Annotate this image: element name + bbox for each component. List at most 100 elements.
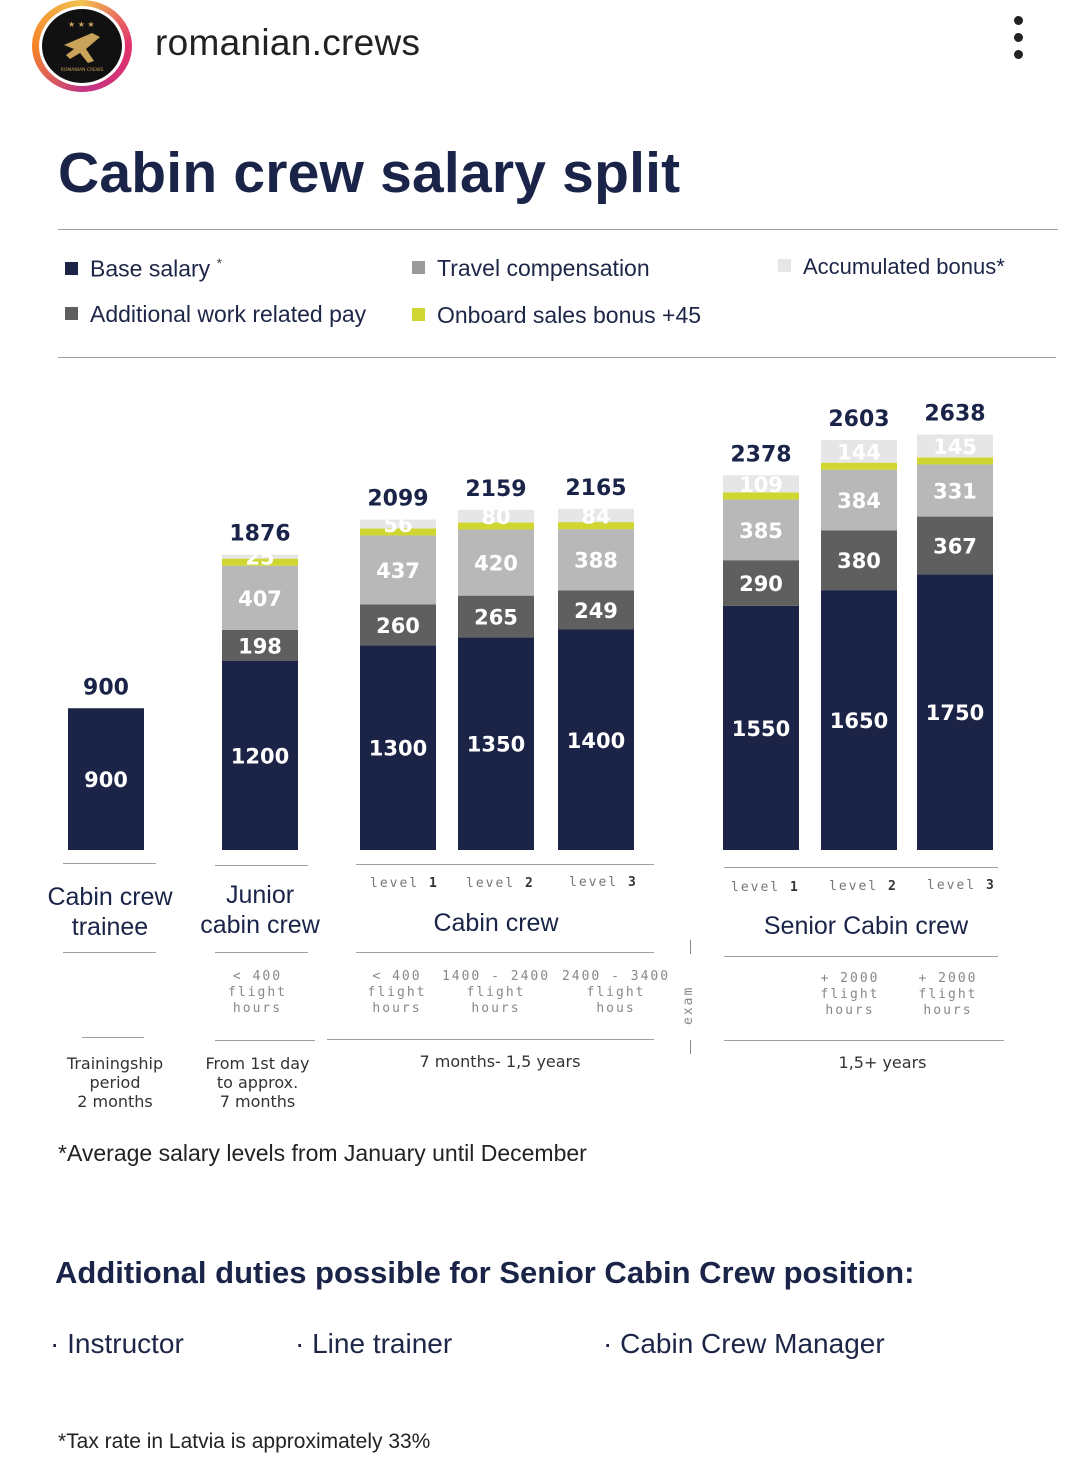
bar-value-label: 56 bbox=[383, 513, 412, 537]
bar-value-label: 437 bbox=[376, 559, 420, 583]
bar-value-label: 367 bbox=[933, 534, 977, 558]
category-trainee: Cabin crew trainee bbox=[47, 883, 173, 941]
level-label: level 1 bbox=[370, 876, 439, 891]
legend-swatch bbox=[778, 259, 791, 272]
footnote-tax: *Tax rate in Latvia is approximately 33% bbox=[58, 1430, 431, 1453]
divider bbox=[356, 952, 654, 953]
bar-base-salary bbox=[222, 661, 298, 850]
divider bbox=[690, 940, 691, 954]
bar-accumulated-bonus bbox=[558, 508, 634, 523]
bar-additional-pay bbox=[222, 629, 298, 661]
bar-value-label: 109 bbox=[739, 473, 783, 497]
divider bbox=[63, 863, 156, 864]
bar-total-label: 900 bbox=[83, 675, 129, 700]
divider bbox=[215, 1040, 315, 1041]
legend-sales: Onboard sales bonus +45 bbox=[412, 302, 701, 329]
bar-additional-pay bbox=[821, 530, 897, 591]
legend-swatch bbox=[412, 261, 425, 274]
bar-total-label: 2378 bbox=[730, 442, 791, 467]
bar-value-label: 1750 bbox=[926, 701, 984, 725]
bar-accumulated-bonus bbox=[458, 509, 534, 523]
bar-value-label: 25 bbox=[245, 546, 274, 570]
category-cabin-crew: Cabin crew bbox=[433, 909, 559, 937]
duration-cabin: 7 months- 1,5 years bbox=[419, 1052, 581, 1071]
bar-total-label: 2165 bbox=[565, 476, 626, 501]
bar-value-label: 80 bbox=[481, 505, 510, 529]
hours-cabin-1: < 400 flight hours bbox=[367, 969, 427, 1016]
bar-base-salary bbox=[723, 605, 799, 850]
divider bbox=[724, 956, 998, 957]
bar-sales-bonus bbox=[821, 462, 897, 470]
bar-total-label: 2159 bbox=[465, 477, 526, 502]
divider bbox=[82, 1037, 144, 1038]
bar-value-label: 265 bbox=[474, 606, 518, 630]
divider bbox=[58, 357, 1056, 358]
bar-base-salary bbox=[917, 574, 993, 850]
bar-accumulated-bonus bbox=[222, 554, 298, 559]
level-label: level 2 bbox=[829, 879, 898, 894]
bar-value-label: 249 bbox=[574, 599, 618, 623]
avatar[interactable]: ★ ★ ★ ROMANIAN CREWS bbox=[39, 6, 125, 86]
bar-travel-comp bbox=[222, 565, 298, 630]
duty-item: · Cabin Crew Manager bbox=[603, 1328, 885, 1359]
bar-sales-bonus bbox=[917, 457, 993, 465]
duty-item: · Line trainer bbox=[295, 1328, 453, 1359]
duration-senior: 1,5+ years bbox=[838, 1053, 927, 1072]
legend-base-salary: Base salary * bbox=[65, 255, 222, 283]
avatar-logo-text: ROMANIAN CREWS bbox=[61, 67, 104, 73]
divider bbox=[690, 1040, 691, 1054]
bar-value-label: 290 bbox=[739, 572, 783, 596]
bar-base-salary bbox=[360, 645, 436, 850]
divider bbox=[724, 1040, 1004, 1041]
bar-additional-pay bbox=[360, 604, 436, 646]
divider bbox=[327, 1039, 654, 1040]
legend-swatch bbox=[412, 308, 425, 321]
bar-value-label: 260 bbox=[376, 614, 420, 638]
bar-travel-comp bbox=[558, 529, 634, 591]
bar-accumulated-bonus bbox=[917, 434, 993, 458]
level-label: level 3 bbox=[927, 878, 996, 893]
bar-sales-bonus bbox=[458, 522, 534, 530]
legend-additional: Additional work related pay bbox=[65, 301, 366, 328]
bar-additional-pay bbox=[558, 590, 634, 630]
hours-cabin-3: 2400 - 3400 flight hous bbox=[561, 969, 671, 1016]
bar-sales-bonus bbox=[558, 522, 634, 530]
bar-travel-comp bbox=[821, 469, 897, 531]
divider bbox=[63, 952, 156, 953]
bar-value-label: 1350 bbox=[467, 733, 525, 757]
legend-swatch bbox=[65, 307, 78, 320]
level-label: level 2 bbox=[466, 876, 535, 891]
bar-value-label: 145 bbox=[933, 435, 977, 459]
bar-value-label: 1550 bbox=[732, 717, 790, 741]
bar-value-label: 198 bbox=[238, 634, 282, 658]
bar-value-label: 380 bbox=[837, 549, 881, 573]
bar-accumulated-bonus bbox=[821, 440, 897, 463]
bar-additional-pay bbox=[917, 516, 993, 575]
bar-value-label: 388 bbox=[574, 549, 618, 573]
bar-base-salary bbox=[558, 629, 634, 850]
category-senior: Senior Cabin crew bbox=[763, 912, 969, 940]
divider bbox=[356, 864, 654, 865]
bar-value-label: 1650 bbox=[830, 709, 888, 733]
exam-label: exam bbox=[681, 985, 696, 1025]
bar-total-label: 2638 bbox=[924, 402, 985, 427]
bar-value-label: 1300 bbox=[369, 737, 427, 761]
bar-value-label: 144 bbox=[837, 440, 881, 464]
bar-sales-bonus bbox=[222, 558, 298, 566]
level-label: level 1 bbox=[731, 880, 800, 895]
bar-value-label: 1200 bbox=[231, 745, 289, 769]
username[interactable]: romanian.crews bbox=[155, 22, 421, 63]
bar-value-label: 385 bbox=[739, 519, 783, 543]
bar-accumulated-bonus bbox=[723, 475, 799, 493]
bar-sales-bonus bbox=[360, 528, 436, 536]
bar-value-label: 407 bbox=[238, 587, 282, 611]
more-options-icon[interactable] bbox=[1005, 16, 1031, 68]
bar-base-salary bbox=[821, 590, 897, 850]
divider bbox=[58, 229, 1058, 230]
page-title: Cabin crew salary split bbox=[58, 141, 681, 205]
bar-total-label: 2603 bbox=[828, 407, 889, 432]
legend-swatch bbox=[65, 261, 78, 275]
bar-travel-comp bbox=[917, 464, 993, 517]
bar-sales-bonus bbox=[723, 492, 799, 500]
duty-item: · Instructor bbox=[50, 1328, 184, 1359]
